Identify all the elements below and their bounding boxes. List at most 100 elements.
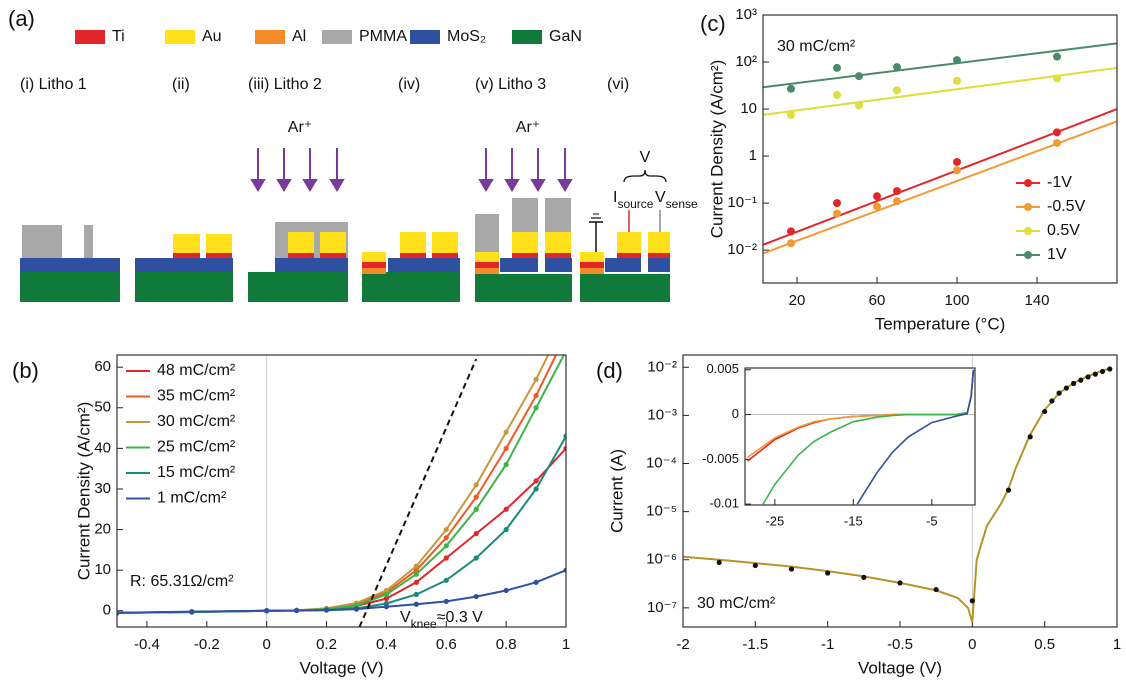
data-point <box>563 567 566 573</box>
data-point <box>413 601 419 607</box>
legend-label: GaN <box>549 28 582 45</box>
x-tick-label: 20 <box>789 292 806 309</box>
data-point <box>716 559 722 566</box>
data-point <box>443 598 449 605</box>
knee-line <box>358 358 478 627</box>
data-point <box>1085 374 1091 380</box>
y-tick-label: 10⁻⁵ <box>646 503 677 520</box>
data-point <box>1053 52 1061 61</box>
text-part: 30 mC/cm² <box>777 38 856 55</box>
data-point <box>383 591 389 598</box>
data-point <box>473 593 479 600</box>
data-point <box>563 332 568 337</box>
panel-label: (b) <box>12 358 39 383</box>
legend-swatch <box>322 30 352 44</box>
x-tick-label: 0.2 <box>316 636 337 653</box>
data-point <box>833 199 841 208</box>
legend-label: 48 mC/cm² <box>157 362 236 379</box>
data-point <box>873 202 881 211</box>
data-point <box>953 76 961 85</box>
plot-area <box>745 368 975 505</box>
text-part: sense <box>666 197 698 211</box>
data-point <box>563 433 566 439</box>
step-label: (vi) <box>607 76 629 93</box>
x-tick-label: -0.5 <box>887 636 913 653</box>
data-point <box>752 562 758 569</box>
legend-label: 1 mC/cm² <box>157 490 227 507</box>
data-point <box>473 555 479 561</box>
text-part: 30 mC/cm² <box>697 595 776 612</box>
data-point <box>833 209 841 218</box>
data-point <box>1071 380 1077 387</box>
data-point <box>1049 398 1055 404</box>
data-point <box>533 376 539 382</box>
x-axis-title: Voltage (V) <box>299 658 383 677</box>
data-point <box>893 187 901 196</box>
data-point <box>413 567 419 573</box>
data-point <box>413 571 419 577</box>
data-point <box>503 445 509 451</box>
data-point <box>787 110 795 119</box>
x-tick-label: -0.2 <box>194 636 220 653</box>
x-axis-title: Voltage (V) <box>858 658 942 677</box>
legend-swatch <box>165 30 195 44</box>
plot-marks <box>683 366 1113 623</box>
data-point <box>953 56 961 65</box>
legend-label: 1V <box>1047 246 1067 263</box>
text-part: V <box>655 189 666 206</box>
y-tick-label: -0.01 <box>709 496 739 511</box>
x-tick-label: -5 <box>926 513 938 528</box>
legend-label: 30 mC/cm² <box>157 413 236 430</box>
y-tick-label: 0.005 <box>706 361 739 376</box>
legend-swatch <box>512 30 542 44</box>
data-point <box>503 462 509 468</box>
data-point <box>383 595 389 602</box>
data-point <box>788 566 795 572</box>
legend-label: 15 mC/cm² <box>157 464 236 481</box>
data-point <box>1005 487 1012 493</box>
data-point <box>1092 371 1098 377</box>
step-label: (iii) Litho 2 <box>248 76 322 93</box>
data-point <box>893 86 901 95</box>
legend-swatch <box>255 30 285 44</box>
data-point <box>825 570 831 576</box>
legend-label: 25 mC/cm² <box>157 439 236 456</box>
ion-label: Ar⁺ <box>288 119 312 136</box>
legend-label: 35 mC/cm² <box>157 388 236 405</box>
text-part: source <box>617 197 653 211</box>
data-point <box>1053 138 1061 147</box>
y-axis-title: Current (A) <box>607 449 626 533</box>
y-tick-label: 10² <box>735 53 757 70</box>
voltage-label: V <box>640 149 651 166</box>
data-point <box>1107 366 1113 372</box>
data-point <box>503 587 509 594</box>
text-part: knee <box>411 617 437 631</box>
annotation: R: 65.31Ω/cm² <box>130 573 234 590</box>
step-label: (iv) <box>398 76 420 93</box>
text-part: I <box>613 189 617 206</box>
plot-marks <box>746 369 975 505</box>
data-point <box>833 90 841 99</box>
x-tick-label: 100 <box>944 292 969 309</box>
y-tick-label: 10⁻² <box>647 358 677 375</box>
step-label: (v) Litho 3 <box>475 76 546 93</box>
legend-label: PMMA <box>359 28 407 45</box>
y-tick-label: -0.005 <box>702 451 739 466</box>
series-line <box>856 369 975 505</box>
x-tick-label: -1 <box>821 636 834 653</box>
y-tick-label: 20 <box>94 521 111 538</box>
series-line <box>683 367 1111 623</box>
y-tick-label: 1 <box>749 147 757 164</box>
x-tick-label: 1 <box>562 636 570 653</box>
data-point <box>873 192 881 201</box>
data-point <box>189 608 195 615</box>
text-part: V <box>400 609 411 626</box>
data-point <box>117 610 120 616</box>
panel-label: (c) <box>700 11 726 36</box>
data-point <box>1053 128 1061 137</box>
plot-area <box>117 355 566 627</box>
panel-label: (d) <box>596 358 623 383</box>
ion-label: Ar⁺ <box>516 119 540 136</box>
data-point <box>443 555 449 561</box>
